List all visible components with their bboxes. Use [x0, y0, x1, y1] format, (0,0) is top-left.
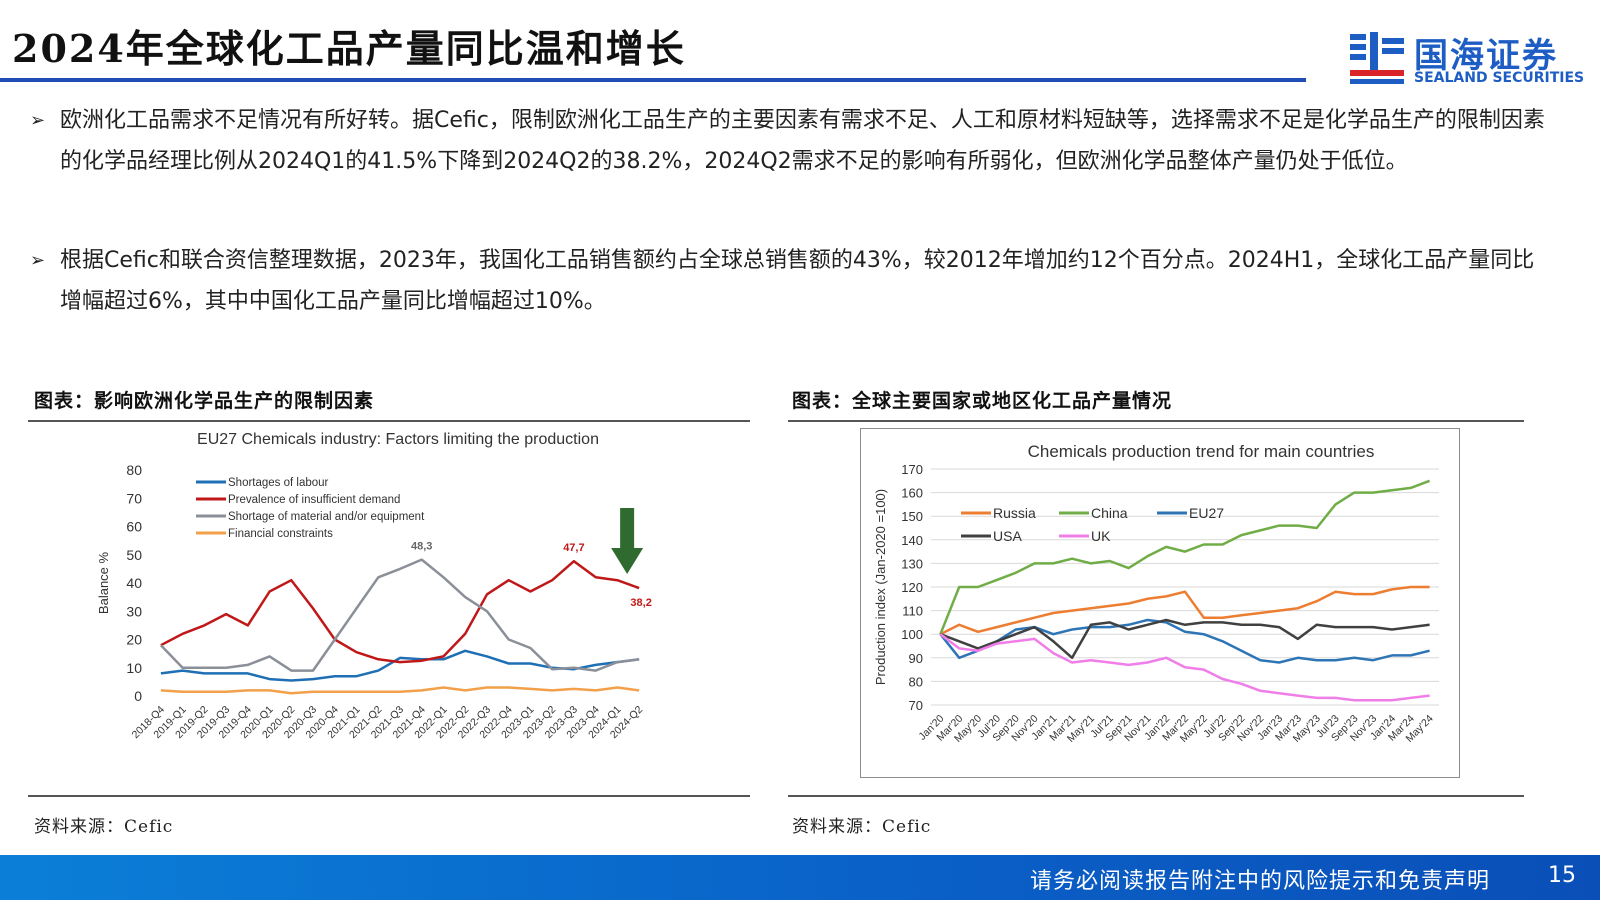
y-tick-label: 70 [909, 698, 923, 713]
arrow-bullet-icon: ➢ [30, 110, 46, 131]
left-caption-divider [28, 420, 750, 422]
y-tick-label: 140 [901, 533, 923, 548]
bullet-2: ➢ 根据Cefic和联合资信整理数据，2023年，我国化工品销售额约占全球总销售… [30, 240, 1550, 322]
arrow-bullet-icon: ➢ [30, 250, 46, 271]
left-source-divider [28, 795, 750, 797]
chart-title: Chemicals production trend for main coun… [1028, 442, 1375, 461]
right-caption-divider [788, 420, 1524, 422]
page-title: 2024年全球化工品产量同比温和增长 [12, 26, 686, 71]
series-line-shortages-of-labour [160, 649, 640, 682]
country-production-trend-chart: Chemicals production trend for main coun… [860, 428, 1460, 778]
y-tick-label: 150 [901, 509, 923, 524]
series-line-china [939, 479, 1431, 635]
sealand-logo-icon [1350, 32, 1404, 84]
footer-disclaimer: 请务必阅读报告附注中的风险提示和免责声明 [1029, 869, 1490, 894]
series-line-prevalence-of-insufficient-demand [160, 559, 640, 664]
y-tick-label: 170 [901, 462, 923, 477]
y-tick-label: 0 [134, 688, 142, 704]
data-label: 47,7 [563, 542, 584, 554]
data-label: 48,3 [411, 541, 432, 553]
y-tick-label: 10 [126, 660, 142, 676]
y-tick-label: 20 [126, 632, 142, 648]
legend-label: Prevalence of insufficient demand [228, 494, 400, 506]
left-chart-caption: 图表：影响欧洲化学品生产的限制因素 [34, 390, 375, 412]
right-source-text: 资料来源：Cefic [792, 817, 932, 837]
y-tick-label: 40 [126, 575, 142, 591]
data-label: 38,2 [630, 597, 651, 609]
logo-english-name: SEALAND SECURITIES [1414, 70, 1585, 86]
y-axis-label: Balance % [96, 551, 111, 614]
y-tick-label: 50 [126, 547, 142, 563]
legend-label: UK [1091, 528, 1111, 544]
legend-label: Shortages of labour [228, 477, 329, 489]
legend-label: Financial constraints [228, 528, 333, 540]
y-tick-label: 80 [909, 674, 923, 689]
series-line-usa [939, 618, 1430, 660]
series-line-russia [939, 585, 1430, 636]
series-line-financial-constraints [160, 686, 640, 695]
legend-label: USA [993, 528, 1022, 544]
down-arrow-icon [620, 508, 635, 550]
y-tick-label: 80 [126, 462, 142, 478]
y-tick-label: 160 [901, 486, 923, 501]
y-axis-label: Production index (Jan-2020 =100) [873, 489, 888, 685]
chart-title: EU27 Chemicals industry: Factors limitin… [197, 431, 599, 448]
company-logo: 国海证券 SEALAND SECURITIES [1348, 26, 1588, 88]
down-arrow-head-icon [611, 548, 644, 574]
y-tick-label: 120 [901, 580, 923, 595]
legend-label: EU27 [1189, 505, 1224, 521]
logo-chinese-name: 国海证券 [1414, 36, 1558, 76]
legend-label: Shortage of material and/or equipment [228, 511, 425, 523]
bullet-1: ➢ 欧洲化工品需求不足情况有所好转。据Cefic，限制欧洲化工品生产的主要因素有… [30, 100, 1550, 182]
right-source-divider [788, 795, 1524, 797]
page-number: 15 [1548, 863, 1576, 888]
legend-label: Russia [993, 505, 1036, 521]
title-underline [0, 78, 1306, 82]
bullet-1-text: 欧洲化工品需求不足情况有所好转。据Cefic，限制欧洲化工品生产的主要因素有需求… [60, 108, 1545, 174]
series-line-shortage-of-material-and-or-equipment [159, 558, 640, 672]
y-tick-label: 90 [909, 651, 923, 666]
series-line-eu27 [939, 618, 1430, 664]
right-chart-caption: 图表：全球主要国家或地区化工品产量情况 [792, 390, 1173, 412]
y-tick-label: 110 [902, 604, 923, 619]
left-source-text: 资料来源：Cefic [34, 817, 174, 837]
eu27-limiting-factors-chart: EU27 Chemicals industry: Factors limitin… [96, 431, 652, 741]
y-tick-label: 130 [901, 556, 923, 571]
y-tick-label: 60 [126, 519, 142, 535]
footer-bar: 请务必阅读报告附注中的风险提示和免责声明 15 [0, 855, 1600, 900]
bullet-2-text: 根据Cefic和联合资信整理数据，2023年，我国化工品销售额约占全球总销售额的… [60, 248, 1535, 314]
legend-label: China [1091, 505, 1128, 521]
series-line-uk [939, 633, 1430, 702]
y-tick-label: 30 [126, 603, 142, 619]
y-tick-label: 100 [901, 627, 923, 642]
y-tick-label: 70 [126, 490, 142, 506]
